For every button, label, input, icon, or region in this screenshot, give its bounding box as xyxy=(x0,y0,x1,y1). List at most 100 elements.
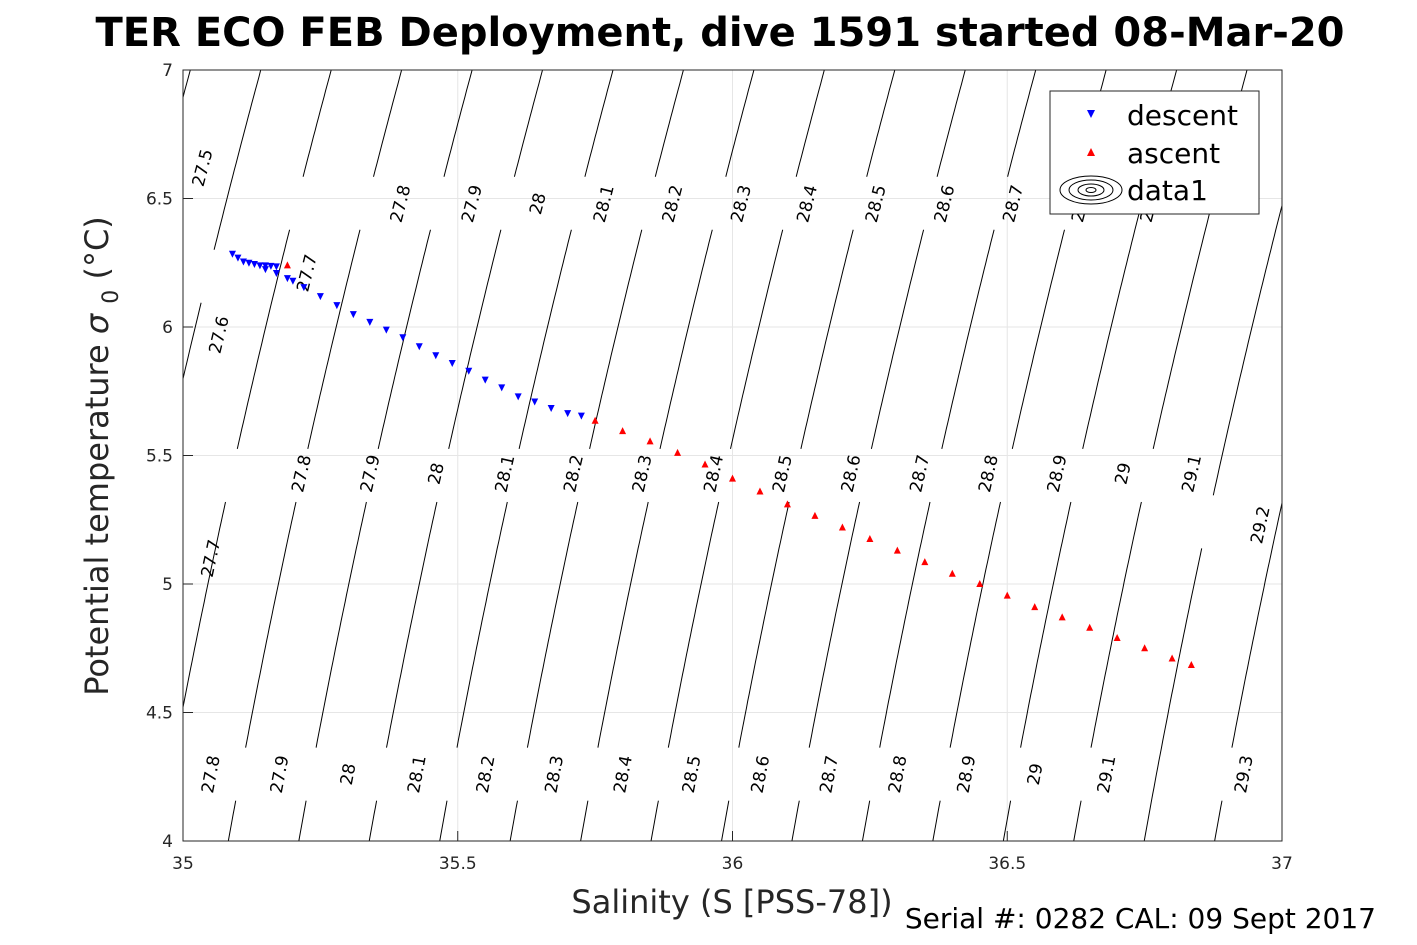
isopycnal-line xyxy=(941,229,995,450)
isopycnal-line xyxy=(1143,548,1203,841)
isopycnal-line xyxy=(936,70,966,177)
isopycnal-line xyxy=(443,70,473,177)
isopycnal-line xyxy=(1007,70,1037,177)
isopycnal-line xyxy=(932,800,941,841)
isopycnal-lines xyxy=(183,70,1282,841)
data-markers xyxy=(228,250,1195,668)
isopycnal-line xyxy=(659,229,713,450)
isopycnal-line xyxy=(236,229,291,450)
descent-point xyxy=(234,254,242,262)
legend: descent ascent data1 xyxy=(1049,90,1260,215)
isopycnal-label: 28 xyxy=(337,762,361,787)
legend-ascent-marker xyxy=(1087,148,1095,156)
y-axis-label: Potential temperature σ 0 (°C) xyxy=(78,216,126,696)
ascent-point xyxy=(1168,654,1176,662)
ascent-point xyxy=(591,416,599,424)
ascent-point xyxy=(756,487,764,495)
isopycnal-line xyxy=(795,70,825,177)
isopycnal-line xyxy=(589,229,643,450)
isopycnal-line xyxy=(584,70,614,177)
legend-ascent-label: ascent xyxy=(1127,137,1220,170)
isopycnal-line xyxy=(791,800,800,841)
isopycnal-line xyxy=(800,229,854,450)
ascent-point xyxy=(283,261,291,269)
isopycnal-line xyxy=(738,501,790,748)
isopycnal-line xyxy=(315,501,367,748)
descent-point xyxy=(498,384,506,392)
isopycnal-line xyxy=(513,70,544,177)
ascent-point xyxy=(893,546,901,554)
isopycnal-line xyxy=(725,70,755,177)
isopycnal-line xyxy=(949,501,1001,748)
isopycnal-line xyxy=(302,70,332,177)
isopycnal-line xyxy=(307,229,361,450)
isopycnal-line xyxy=(808,501,861,748)
isopycnal-line xyxy=(518,229,572,450)
descent-point xyxy=(564,410,572,418)
descent-point xyxy=(465,367,473,375)
ascent-point xyxy=(619,427,627,435)
descent-point xyxy=(448,359,456,367)
isopycnal-line xyxy=(667,501,720,748)
legend-contour-icon xyxy=(1059,175,1123,205)
isopycnal-line xyxy=(870,229,925,450)
legend-box xyxy=(1049,90,1260,215)
x-axis-label: Salinity (S [PSS-78]) xyxy=(571,883,892,921)
descent-point xyxy=(316,293,324,301)
isopycnal-line xyxy=(1011,229,1065,450)
descent-point xyxy=(382,326,390,334)
descent-point xyxy=(261,266,269,274)
isopycnal-line xyxy=(1214,800,1223,841)
y-axis-label-sub: 0 xyxy=(99,290,124,304)
legend-descent-marker xyxy=(1087,110,1095,118)
x-tick-label: 36 xyxy=(722,854,744,874)
isopycnal-line xyxy=(1090,501,1142,748)
isopycnal-line xyxy=(650,800,659,841)
descent-point xyxy=(432,352,440,360)
descent-point xyxy=(283,275,291,283)
y-tick-label: 5.5 xyxy=(146,447,173,467)
descent-point xyxy=(289,277,297,285)
isopycnal-line xyxy=(580,800,589,841)
legend-data1-label: data1 xyxy=(1127,174,1208,207)
isopycnal-label: 29 xyxy=(1111,461,1135,486)
isopycnal-line xyxy=(245,501,297,748)
ascent-point xyxy=(674,448,682,456)
y-tick-label: 4 xyxy=(162,832,173,852)
serial-cal-footer: Serial #: 0282 CAL: 09 Sept 2017 xyxy=(905,902,1376,935)
descent-point xyxy=(272,263,280,271)
descent-point xyxy=(547,404,555,412)
descent-point xyxy=(531,398,539,406)
isopycnal-line xyxy=(1231,500,1282,748)
descent-point xyxy=(250,261,258,269)
isopycnal-line xyxy=(373,70,403,177)
isopycnal-line xyxy=(721,800,730,841)
descent-point xyxy=(256,262,264,270)
descent-point xyxy=(333,302,341,310)
isopycnal-line xyxy=(1073,800,1082,841)
ascent-point xyxy=(1113,633,1121,641)
descent-point xyxy=(349,311,357,319)
legend-descent-label: descent xyxy=(1127,99,1238,132)
ascent-point xyxy=(838,523,846,531)
x-tick-label: 35.5 xyxy=(439,854,477,874)
x-tick-label: 35 xyxy=(172,854,194,874)
descent-point xyxy=(514,393,522,401)
ascent-point xyxy=(948,569,956,577)
y-tick-label: 6.5 xyxy=(146,190,173,210)
descent-point xyxy=(228,250,236,258)
isopycnal-line xyxy=(526,501,579,748)
svg-text:Potential temperature σ: Potential temperature σ 0 (°C) xyxy=(78,216,126,696)
ascent-point xyxy=(866,535,874,543)
isopycnal-line xyxy=(1020,501,1072,748)
descent-point xyxy=(577,412,585,420)
x-tick-label: 36.5 xyxy=(988,854,1026,874)
y-axis-ticks: 4 4.5 5 5.5 6 6.5 7 xyxy=(146,61,193,852)
ascent-point xyxy=(646,437,654,445)
ascent-point xyxy=(1003,591,1011,599)
y-tick-label: 6 xyxy=(162,318,173,338)
isopycnal-line xyxy=(386,501,438,748)
x-tick-label: 37 xyxy=(1271,854,1293,874)
ascent-point xyxy=(701,460,709,468)
isopycnal-line xyxy=(1002,800,1012,841)
